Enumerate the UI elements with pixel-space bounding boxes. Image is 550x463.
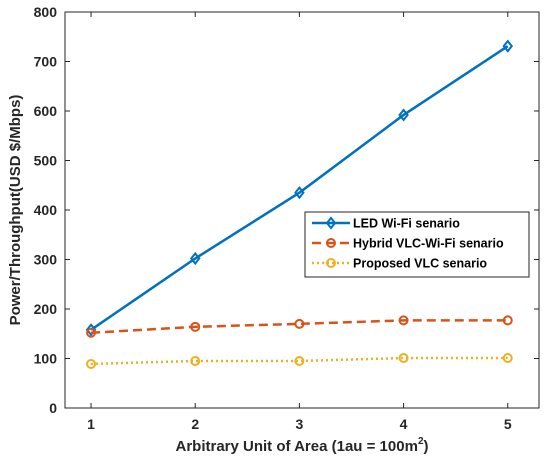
data-point	[85, 323, 97, 337]
legend-item: Hybrid VLC-Wi-Fi senario	[312, 237, 504, 251]
data-point	[189, 251, 201, 266]
data-point	[294, 318, 305, 329]
x-axis-label-superscript: 2	[418, 436, 424, 447]
series-2	[86, 315, 513, 338]
legend-items: LED Wi-Fi senario Hybrid VLC-Wi-Fi senari…	[312, 216, 504, 271]
y-axis-label: Power/Throughput(USD $/Mbps)	[7, 95, 24, 326]
y-tick-label: 800	[34, 4, 58, 20]
y-tick-label: 700	[34, 54, 58, 70]
x-axis-label-suffix: )	[424, 438, 429, 455]
y-tick-label: 0	[49, 400, 57, 416]
legend-item: Proposed VLC senario	[312, 257, 487, 271]
x-tick-label: 1	[87, 416, 95, 432]
y-tick-label: 500	[34, 153, 58, 169]
data-point	[190, 321, 201, 332]
legend-label: LED Wi-Fi senario	[353, 217, 460, 231]
legend-label: Hybrid VLC-Wi-Fi senario	[353, 237, 504, 251]
data-point	[398, 353, 409, 364]
x-tick-label: 4	[400, 416, 408, 432]
y-tick-label: 300	[34, 252, 58, 268]
data-point	[502, 315, 513, 326]
y-tick-label: 600	[34, 103, 58, 119]
x-axis-label: Arbitrary Unit of Area (1au = 100m2)	[175, 436, 428, 455]
series-group	[85, 39, 514, 369]
y-tick-label: 200	[34, 301, 58, 317]
legend: LED Wi-Fi senario Hybrid VLC-Wi-Fi senari…	[304, 211, 530, 278]
legend-swatch-marker	[326, 258, 336, 268]
data-point	[86, 327, 97, 338]
legend-swatch-marker	[325, 216, 337, 230]
data-point	[502, 39, 514, 53]
data-point	[190, 355, 201, 366]
x-axis-label-main: Arbitrary Unit of Area (1au = 100m	[175, 438, 417, 455]
x-axis: 1 2 3 4 5	[87, 12, 512, 432]
series-1	[85, 39, 514, 337]
legend-box	[304, 211, 530, 278]
legend-label: Proposed VLC senario	[353, 257, 487, 271]
x-tick-label: 2	[191, 416, 199, 432]
data-point	[398, 108, 409, 122]
data-point	[398, 315, 409, 326]
data-point	[86, 358, 97, 369]
series-3	[86, 353, 513, 369]
data-point	[294, 186, 305, 200]
y-tick-label: 100	[34, 351, 58, 367]
y-tick-label: 400	[34, 202, 58, 218]
series-line	[90, 45, 509, 331]
legend-swatch-marker	[326, 238, 336, 248]
x-tick-label: 3	[295, 416, 303, 432]
y-axis: 0 100 200 300 400 500 600 700 800	[34, 4, 539, 416]
data-point	[294, 355, 305, 366]
legend-item: LED Wi-Fi senario	[312, 216, 460, 231]
data-point	[502, 353, 513, 364]
x-tick-label: 5	[504, 416, 512, 432]
